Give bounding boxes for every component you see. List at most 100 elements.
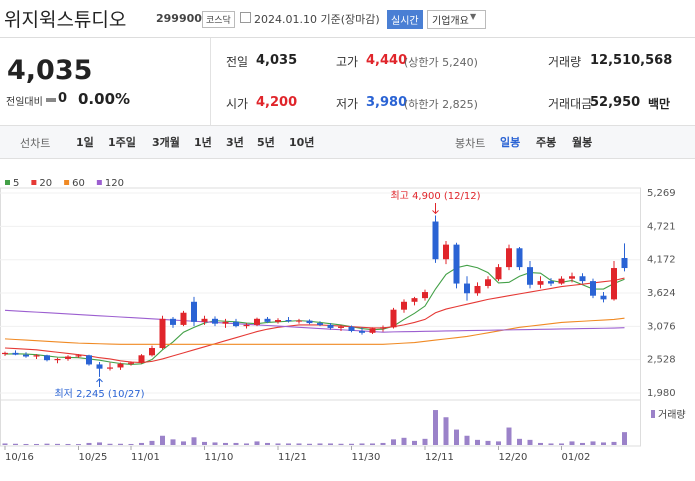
volume-bar xyxy=(590,441,596,445)
calendar-icon xyxy=(240,12,251,23)
candle-body xyxy=(170,318,176,325)
legend-swatch xyxy=(64,180,70,185)
company-button[interactable]: 기업개요 xyxy=(427,10,486,29)
period-button[interactable]: 3개월 xyxy=(152,136,180,149)
period-button[interactable]: 5년 xyxy=(257,136,275,149)
change-rate: 0.00% xyxy=(78,90,131,108)
candle-body xyxy=(474,285,481,294)
annotation: 최저 2,245 (10/27) xyxy=(54,388,144,400)
volume-bar xyxy=(233,442,239,445)
volume-bar xyxy=(275,443,281,445)
volume-bar xyxy=(254,441,260,445)
period-button[interactable]: 1년 xyxy=(194,136,212,149)
stock-code: 299900 xyxy=(156,12,202,25)
period-button[interactable]: 1주일 xyxy=(108,136,136,149)
legend-label: 120 xyxy=(105,178,124,189)
plot-border xyxy=(0,187,641,447)
volume-bar xyxy=(181,441,186,445)
volume-bar xyxy=(412,440,417,445)
candle-period-button[interactable]: 월봉 xyxy=(572,136,593,149)
candle-body xyxy=(464,283,470,294)
candle-body xyxy=(327,324,334,328)
volume-bar xyxy=(86,442,92,445)
x-tick-label: 01/02 xyxy=(562,452,591,463)
volume-bar xyxy=(496,441,501,445)
annotation-arrow xyxy=(432,203,439,215)
candle-period-button[interactable]: 주봉 xyxy=(536,136,557,149)
candle-body xyxy=(12,352,19,355)
volume-bar xyxy=(34,443,39,445)
legend-swatch xyxy=(31,180,37,185)
period-button[interactable]: 3년 xyxy=(226,136,244,149)
candle-body xyxy=(306,320,313,324)
annotation-arrow xyxy=(96,378,103,387)
volume-bar xyxy=(55,443,60,445)
candle-body xyxy=(75,355,82,357)
volume-bar xyxy=(202,441,207,445)
volume-bar xyxy=(380,442,386,445)
candle-body xyxy=(600,295,607,300)
ma-line xyxy=(4,264,625,365)
candle-body xyxy=(128,362,134,364)
realtime-button[interactable]: 실시간 xyxy=(387,10,423,29)
flat-icon xyxy=(46,98,56,102)
candle-body xyxy=(33,355,40,357)
volume-bar xyxy=(538,442,543,445)
stat-label: 거래량 xyxy=(548,55,582,69)
volume-bar xyxy=(212,442,218,445)
candle-body xyxy=(54,358,61,361)
candle-body xyxy=(485,279,491,286)
period-button[interactable]: 10년 xyxy=(289,136,315,149)
volume-bar xyxy=(517,438,522,445)
candle-body xyxy=(506,248,512,268)
candle-body xyxy=(569,276,575,279)
volume-bar xyxy=(296,443,302,445)
x-tick-label: 10/16 xyxy=(5,452,34,463)
ma-line xyxy=(4,317,625,345)
chart: 1,980 2,528 3,076 3,624 4,172 4,721 5,269 10/16… xyxy=(0,178,686,463)
volume-bar xyxy=(307,443,312,445)
volume-bar xyxy=(317,443,323,445)
candle-body xyxy=(23,354,29,357)
volume-bar xyxy=(527,439,533,445)
stat-label: 저가 xyxy=(336,97,359,111)
candle-body xyxy=(411,298,418,302)
volume-bar xyxy=(359,443,365,445)
volume-legend-swatch xyxy=(651,410,655,418)
volume-legend-label: 거래량 xyxy=(658,409,686,421)
candle-body xyxy=(65,356,71,359)
stat-label: 전일 xyxy=(226,55,249,69)
x-tick-label: 12/20 xyxy=(499,452,528,463)
stock-name: 위지윅스튜디오 xyxy=(4,9,127,31)
x-tick-label: 12/11 xyxy=(425,452,454,463)
volume-bar xyxy=(338,443,344,445)
candle-body xyxy=(590,281,596,296)
price: 4,035 xyxy=(7,55,93,86)
candle-body xyxy=(117,363,124,368)
candle-body xyxy=(432,221,439,260)
candle-body xyxy=(359,330,365,333)
period-button[interactable]: 1일 xyxy=(76,136,94,149)
candle-body xyxy=(611,268,617,300)
ma-line xyxy=(4,309,625,333)
candle-period-button[interactable]: 일봉 xyxy=(500,136,521,149)
volume-bar xyxy=(23,443,29,445)
stat-unit: 백만 xyxy=(648,97,671,111)
volume-bar xyxy=(548,443,554,445)
candle-body xyxy=(390,309,397,328)
x-tick-label: 11/01 xyxy=(131,452,160,463)
candle-body xyxy=(338,326,344,328)
y-tick-label: 3,076 xyxy=(647,321,676,332)
volume-bar xyxy=(286,443,291,445)
x-tick-label: 11/30 xyxy=(352,452,381,463)
volume-bar xyxy=(128,443,134,445)
stat-label: 시가 xyxy=(226,97,249,111)
candle-body xyxy=(191,301,197,322)
y-tick-label: 5,269 xyxy=(647,188,676,199)
x-tick-label: 11/21 xyxy=(278,452,307,463)
candle-body xyxy=(233,321,239,327)
x-tick-label: 11/10 xyxy=(205,452,234,463)
change: 0 xyxy=(58,91,68,106)
volume-bar xyxy=(170,439,176,445)
volume-bar xyxy=(422,438,428,445)
